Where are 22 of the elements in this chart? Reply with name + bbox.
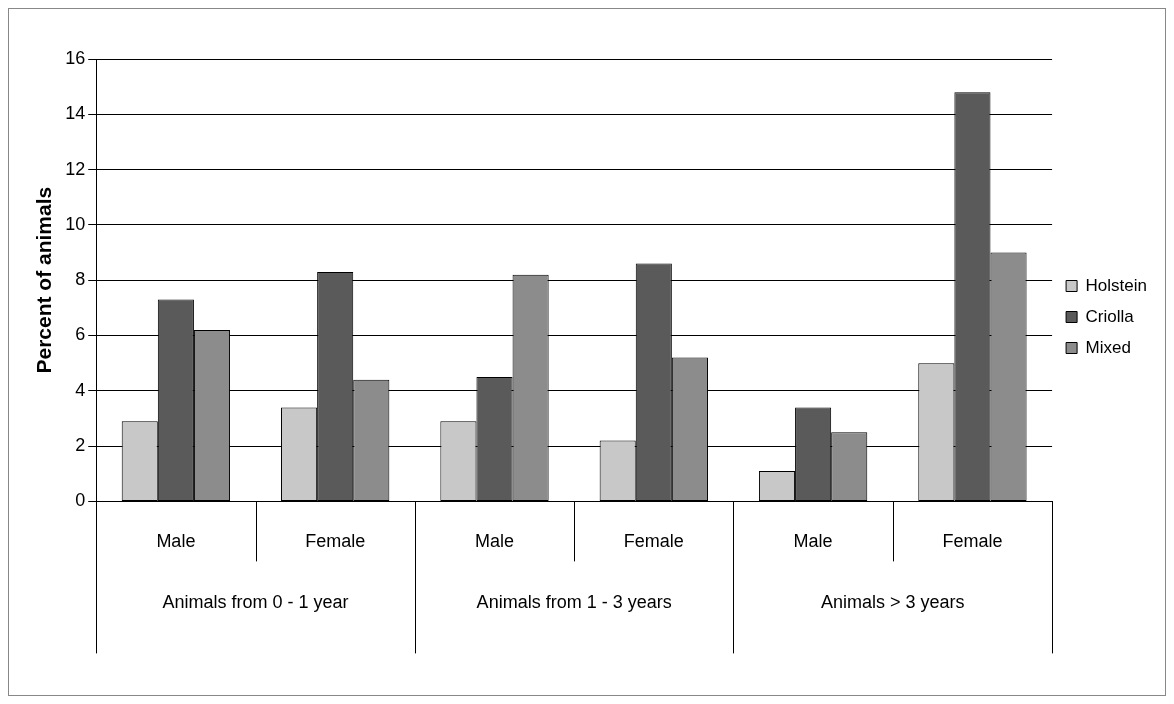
y-tick-label: 2 (75, 435, 86, 456)
y-tick-label: 14 (65, 103, 86, 124)
text: Animals > 3 years (820, 592, 965, 613)
legend-label: Criolla (1085, 306, 1135, 326)
x-tick-label: Male (793, 531, 833, 552)
y-axis-title: Percent of animals (32, 186, 56, 374)
x-tick-label: Male (156, 531, 196, 552)
x-tick-label: Female (623, 531, 684, 552)
y-tick-label: 8 (75, 269, 86, 290)
x-tick-label: Male (474, 531, 514, 552)
y-tick-label: 16 (65, 47, 86, 68)
y-tick-label: 0 (75, 490, 86, 511)
legend-label: Mixed (1085, 337, 1131, 357)
x-tick-label: Female (942, 531, 1003, 552)
text: Animals from 1 - 3 years (476, 592, 672, 613)
text: Animals from 0 - 1 year (162, 592, 349, 613)
y-tick-label: 10 (65, 213, 86, 234)
y-tick-label: 4 (75, 379, 86, 400)
y-tick-label: 12 (65, 158, 86, 179)
x-tick-label: Female (305, 531, 366, 552)
legend-label: Holstein (1085, 275, 1147, 295)
y-tick-label: 6 (75, 324, 86, 345)
